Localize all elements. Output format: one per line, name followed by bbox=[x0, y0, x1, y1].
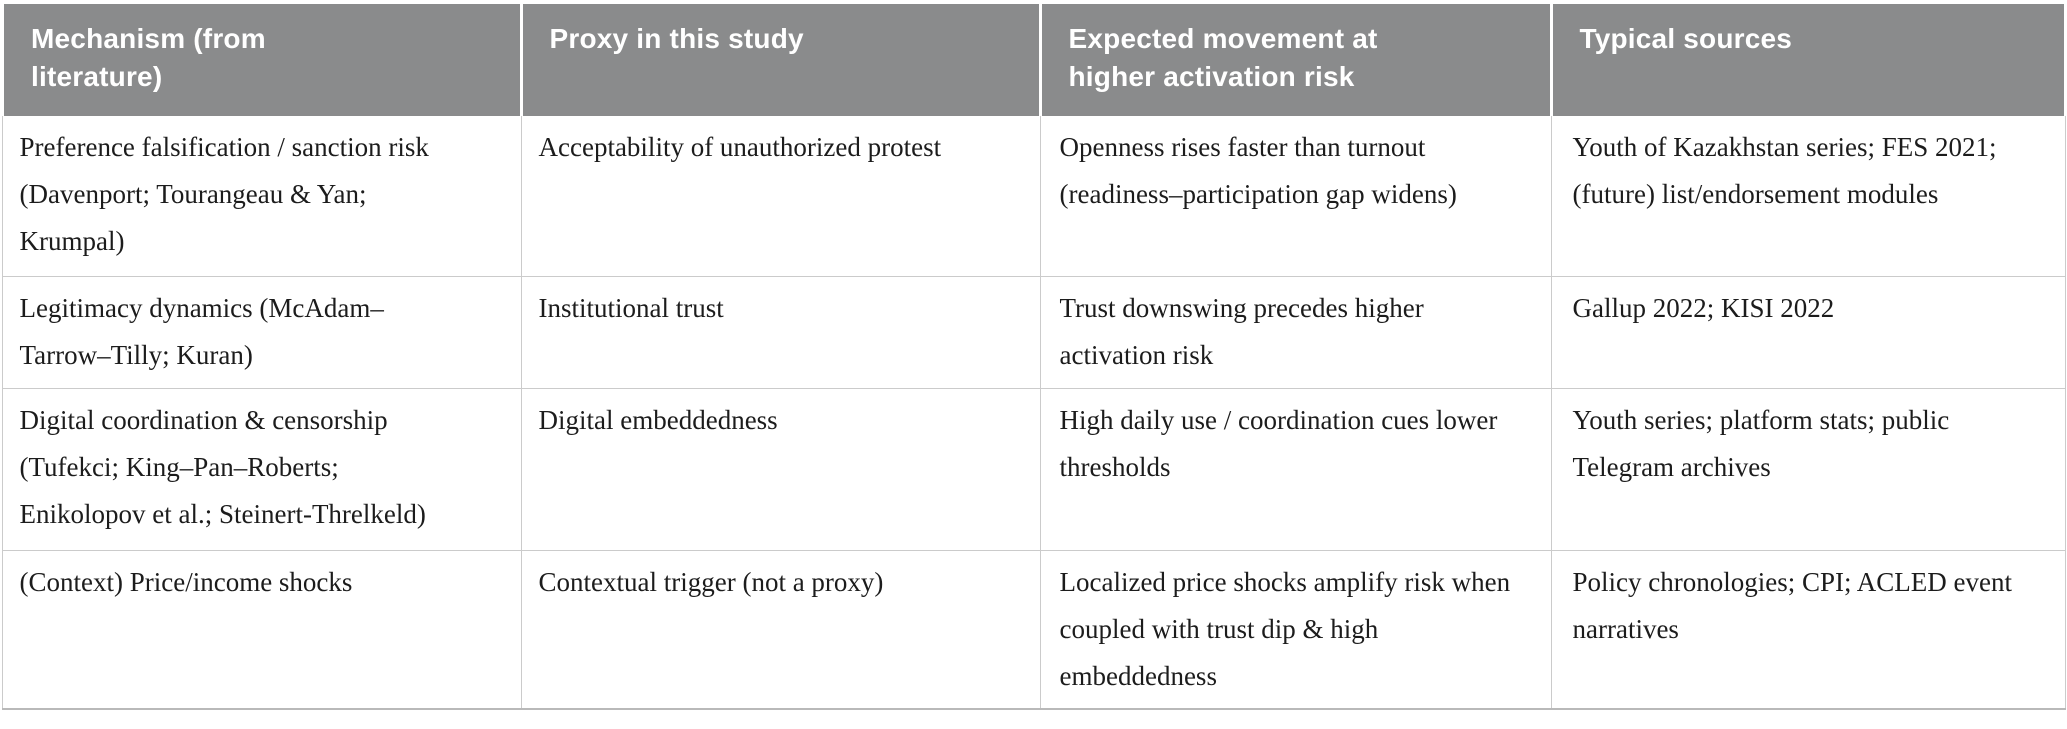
cell-text: Legitimacy dynamics (McAdam–Tarrow–Tilly… bbox=[19, 292, 384, 370]
cell-text: Institutional trust bbox=[538, 292, 724, 323]
table-cell: Acceptability of unauthorized protest bbox=[520, 116, 1041, 277]
column-header-label: Typical sources bbox=[1579, 23, 1793, 54]
cell-text: Acceptability of unauthorized protest bbox=[538, 132, 942, 162]
table-cell: Trust downswing precedes higher activati… bbox=[1039, 275, 1552, 389]
table-row: Preference falsification / sanction risk… bbox=[1, 116, 2066, 277]
cell-text: Policy chronologies; CPI; ACLED event na… bbox=[1572, 566, 2012, 644]
table-cell: Openness rises faster than turnout (read… bbox=[1039, 116, 1552, 277]
table-cell: Youth of Kazakhstan series; FES 2021; (f… bbox=[1550, 116, 2066, 277]
table-cell: Preference falsification / sanction risk… bbox=[1, 116, 522, 277]
mechanisms-proxies-table: Mechanism (from literature) Proxy in thi… bbox=[0, 0, 2067, 710]
table-body: Preference falsification / sanction risk… bbox=[1, 116, 2066, 710]
cell-text: Contextual trigger (not a proxy) bbox=[538, 566, 884, 597]
table-cell: High daily use / coordination cues lower… bbox=[1039, 387, 1552, 551]
table-cell: Digital embeddedness bbox=[520, 387, 1041, 551]
cell-text: Digital coordination & censorship (Tufek… bbox=[19, 404, 426, 529]
table-cell: Digital coordination & censorship (Tufek… bbox=[1, 387, 522, 551]
column-header-label: Mechanism (from literature) bbox=[31, 23, 266, 92]
table-cell: (Context) Price/income shocks bbox=[1, 549, 522, 710]
table-row: Legitimacy dynamics (McAdam–Tarrow–Tilly… bbox=[1, 275, 2066, 389]
cell-text: Digital embeddedness bbox=[538, 404, 778, 435]
table-cell: Localized price shocks amplify risk when… bbox=[1039, 549, 1552, 710]
table-row: (Context) Price/income shocks Contextual… bbox=[1, 549, 2066, 710]
cell-text: Gallup 2022; KISI 2022 bbox=[1572, 292, 1835, 323]
cell-text: Youth series; platform stats; public Tel… bbox=[1572, 404, 1950, 482]
cell-text: Trust downswing precedes higher activati… bbox=[1059, 292, 1424, 370]
table-cell: Gallup 2022; KISI 2022 bbox=[1550, 275, 2066, 389]
cell-text: High daily use / coordination cues lower… bbox=[1059, 404, 1498, 482]
table-cell: Policy chronologies; CPI; ACLED event na… bbox=[1550, 549, 2066, 710]
cell-text: Openness rises faster than turnout (read… bbox=[1059, 132, 1457, 209]
table-cell: Contextual trigger (not a proxy) bbox=[520, 549, 1041, 710]
column-header-proxy: Proxy in this study bbox=[519, 0, 1040, 116]
column-header-label: Proxy in this study bbox=[549, 23, 804, 54]
cell-text: (Context) Price/income shocks bbox=[19, 566, 353, 597]
table-header: Mechanism (from literature) Proxy in thi… bbox=[0, 0, 2067, 116]
table-cell: Institutional trust bbox=[520, 275, 1041, 389]
header-row: Mechanism (from literature) Proxy in thi… bbox=[0, 0, 2067, 116]
column-header-mechanism: Mechanism (from literature) bbox=[0, 0, 521, 116]
column-header-expected-movement: Expected movement at higher activation r… bbox=[1038, 0, 1551, 116]
cell-text: Preference falsification / sanction risk… bbox=[19, 132, 429, 256]
cell-text: Localized price shocks amplify risk when… bbox=[1059, 566, 1511, 691]
table-cell: Youth series; platform stats; public Tel… bbox=[1550, 387, 2066, 551]
cell-text: Youth of Kazakhstan series; FES 2021; (f… bbox=[1572, 132, 1997, 209]
table-cell: Legitimacy dynamics (McAdam–Tarrow–Tilly… bbox=[1, 275, 522, 389]
table-row: Digital coordination & censorship (Tufek… bbox=[1, 387, 2066, 551]
column-header-typical-sources: Typical sources bbox=[1549, 0, 2067, 116]
column-header-label: Expected movement at higher activation r… bbox=[1068, 23, 1378, 92]
